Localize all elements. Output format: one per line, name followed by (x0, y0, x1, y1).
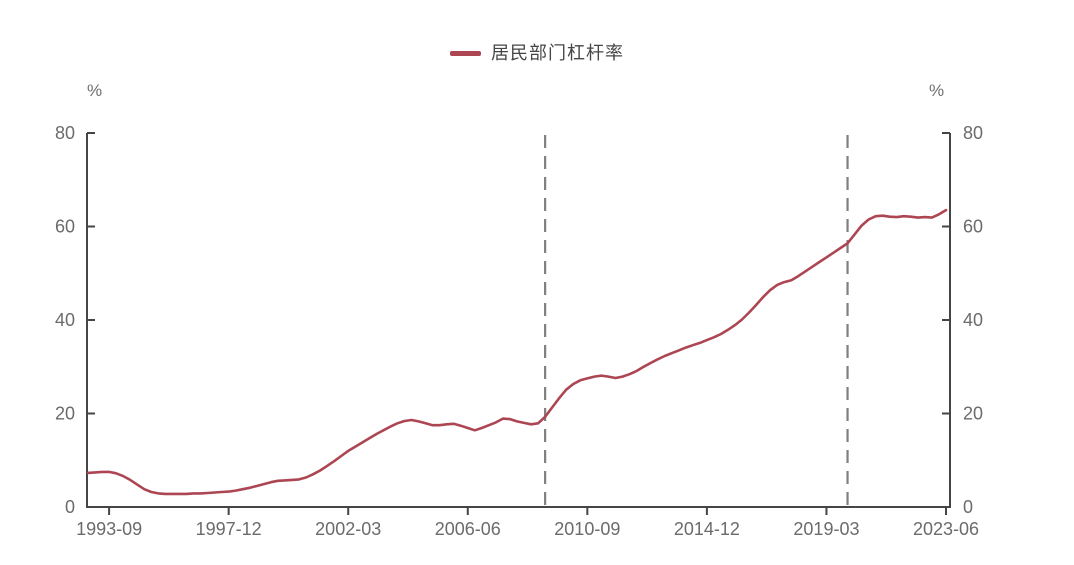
y-tick-label-right: 20 (963, 404, 983, 424)
series-line-household-leverage (86, 208, 948, 496)
x-tick-label: 1993-09 (76, 519, 142, 539)
legend-label: 居民部门杠杆率 (491, 43, 624, 63)
chart-legend: 居民部门杠杆率 (450, 44, 624, 62)
y-tick-label-right: 60 (963, 217, 983, 237)
y-tick-label-left: 40 (55, 310, 75, 330)
y-axis-unit-left: % (87, 81, 103, 100)
x-tick-label: 2006-06 (435, 519, 501, 539)
x-tick-label: 2014-12 (674, 519, 740, 539)
y-tick-label-right: 0 (963, 497, 973, 517)
y-tick-label-left: 0 (65, 497, 75, 517)
y-tick-label-right: 40 (963, 310, 983, 330)
x-tick-label: 2019-03 (793, 519, 859, 539)
y-tick-label-left: 60 (55, 217, 75, 237)
y-tick-label-left: 80 (55, 123, 75, 143)
x-tick-label: 1997-12 (196, 519, 262, 539)
legend-line-swatch (450, 50, 481, 56)
y-axis-unit-right: % (929, 81, 945, 100)
x-tick-label: 2010-09 (554, 519, 620, 539)
y-tick-label-left: 20 (55, 404, 75, 424)
y-tick-label-right: 80 (963, 123, 983, 143)
x-tick-label: 2023-06 (913, 519, 979, 539)
x-tick-label: 2002-03 (315, 519, 381, 539)
